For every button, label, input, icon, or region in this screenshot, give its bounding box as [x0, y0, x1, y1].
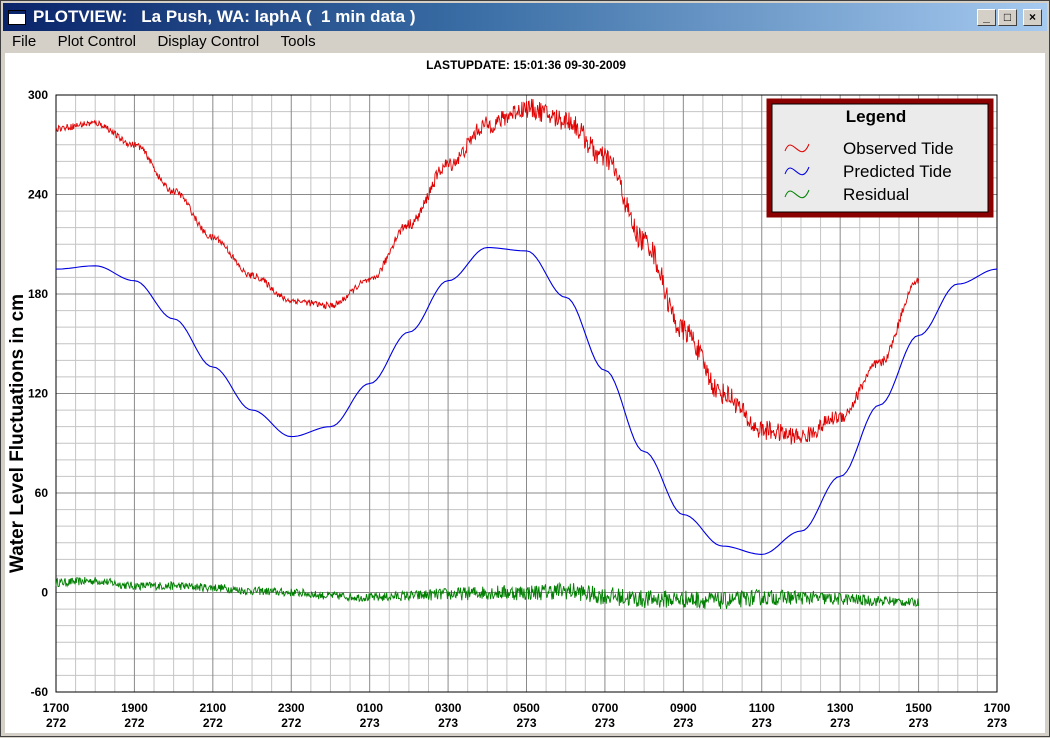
x-tick-label-day: 273 — [673, 716, 693, 730]
x-tick-label-time: 1900 — [121, 701, 148, 715]
window-app-icon[interactable] — [8, 10, 26, 25]
x-tick-label-time: 0100 — [356, 701, 383, 715]
legend-swatch-predicted-tide — [784, 166, 810, 176]
series-layer — [55, 98, 998, 610]
title-bar[interactable]: PLOTVIEW: La Push, WA: laphA ( 1 min dat… — [3, 3, 1047, 31]
y-tick-label: -60 — [31, 685, 49, 699]
y-tick-label: 180 — [28, 287, 48, 301]
y-tick-label: 120 — [28, 387, 48, 401]
y-tick-label: 300 — [28, 88, 48, 102]
menu-tools[interactable]: Tools — [280, 33, 316, 50]
x-axis-ticks: 1700272190027221002722300272010027303002… — [43, 701, 1011, 730]
x-tick-label-time: 1700 — [984, 701, 1011, 715]
last-update-label: LASTUPDATE: 15:01:36 09-30-2009 — [426, 58, 626, 72]
x-tick-label-day: 272 — [46, 716, 66, 730]
legend-entry-label: Observed Tide — [843, 139, 954, 158]
x-tick-label-day: 272 — [281, 716, 301, 730]
x-tick-label-time: 2300 — [278, 701, 305, 715]
series-line-residual — [55, 576, 920, 610]
legend-inner-border — [771, 103, 989, 213]
legend-entries: Observed Tide Predicted Tide Residual — [784, 139, 954, 204]
tide-chart[interactable]: LASTUPDATE: 15:01:36 09-30-2009 300 240 18… — [5, 53, 1045, 733]
x-tick-label-day: 273 — [595, 716, 615, 730]
x-tick-label-day: 273 — [830, 716, 850, 730]
x-tick-label-day: 273 — [909, 716, 929, 730]
close-button[interactable]: × — [1023, 9, 1042, 26]
y-tick-label: 0 — [41, 586, 48, 600]
legend-title: Legend — [846, 107, 906, 126]
menu-file[interactable]: File — [12, 33, 37, 50]
menu-bar: File Plot Control Display Control Tools — [3, 31, 1047, 53]
menu-plot-control[interactable]: Plot Control — [57, 33, 136, 50]
y-tick-label: 240 — [28, 188, 48, 202]
x-tick-label-time: 1700 — [43, 701, 70, 715]
y-axis-label: Water Level Fluctuations in cm — [7, 294, 28, 573]
x-tick-label-day: 273 — [752, 716, 772, 730]
x-tick-label-time: 0500 — [513, 701, 540, 715]
x-tick-label-day: 273 — [438, 716, 458, 730]
plot-frame — [55, 94, 998, 693]
x-tick-label-day: 273 — [516, 716, 536, 730]
x-tick-label-day: 273 — [987, 716, 1007, 730]
maximize-button[interactable]: □ — [998, 9, 1017, 26]
legend-swatch-observed-tide — [784, 143, 810, 153]
x-tick-label-time: 0700 — [592, 701, 619, 715]
y-axis-ticks: 300 240 180 120 60 0 -60 — [28, 88, 48, 699]
x-tick-label-time: 2100 — [199, 701, 226, 715]
plot-area: LASTUPDATE: 15:01:36 09-30-2009 300 240 18… — [5, 53, 1045, 733]
legend-entry-label: Predicted Tide — [843, 162, 952, 181]
minimize-button[interactable]: _ — [977, 9, 996, 26]
legend-swatch-residual — [784, 189, 810, 199]
x-tick-label-time: 1500 — [905, 701, 932, 715]
legend-entry-label: Residual — [843, 185, 909, 204]
x-tick-label-time: 1100 — [749, 701, 775, 715]
menu-display-control[interactable]: Display Control — [157, 33, 260, 50]
series-line-predicted-tide — [56, 247, 998, 555]
x-tick-label-day: 273 — [360, 716, 380, 730]
x-tick-label-time: 0300 — [435, 701, 462, 715]
y-tick-label: 60 — [35, 486, 49, 500]
x-tick-label-day: 272 — [124, 716, 144, 730]
x-tick-label-day: 272 — [203, 716, 223, 730]
legend[interactable]: Legend Observed Tide Predicted Tide Residu… — [766, 98, 994, 218]
window-title: PLOTVIEW: La Push, WA: laphA ( 1 min dat… — [33, 7, 416, 26]
series-line-observed-tide — [55, 98, 920, 445]
x-tick-label-time: 1300 — [827, 701, 854, 715]
x-tick-label-time: 0900 — [670, 701, 697, 715]
